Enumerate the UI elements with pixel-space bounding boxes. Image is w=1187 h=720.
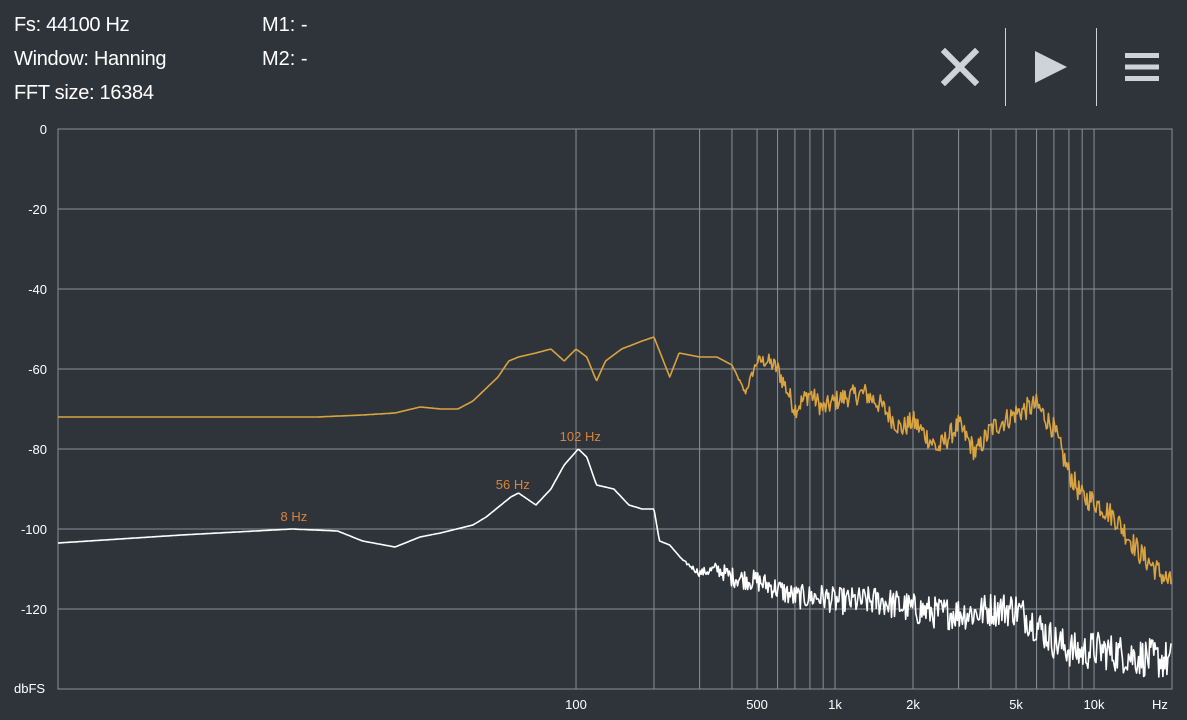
y-tick-label: 0 <box>40 122 47 137</box>
spectrum-series-1-line <box>58 336 1172 585</box>
y-tick-label: -60 <box>28 362 47 377</box>
peak-label: 102 Hz <box>560 429 601 444</box>
y-tick-label: -100 <box>21 522 47 537</box>
y-axis-labels: 0 -20 -40 -60 -80 -100 -120 <box>21 122 47 617</box>
window-type-text: Window: Hanning <box>14 48 167 70</box>
hamburger-menu-icon <box>1125 53 1159 81</box>
play-icon <box>1035 51 1067 83</box>
spectrum-series-2-line <box>57 448 1172 678</box>
spectrum-series <box>57 336 1172 678</box>
peak-label: 56 Hz <box>496 477 530 492</box>
toolbar-divider <box>1005 28 1006 106</box>
peak-label: 8 Hz <box>281 509 308 524</box>
y-tick-label: -120 <box>21 602 47 617</box>
y-tick-label: -40 <box>28 282 47 297</box>
sample-rate-text: Fs: 44100 Hz <box>14 14 130 36</box>
x-tick-label: 1k <box>828 697 842 712</box>
close-x-icon <box>940 47 980 87</box>
info-panel: Fs: 44100 Hz Window: Hanning FFT size: 1… <box>14 8 167 110</box>
y-axis-unit-label: dbFS <box>14 681 45 696</box>
peak-labels: 8 Hz 56 Hz 102 Hz <box>281 429 601 524</box>
toolbar <box>915 28 1187 106</box>
toolbar-divider <box>1096 28 1097 106</box>
close-button[interactable] <box>915 28 1005 106</box>
marker-2-text: M2: - <box>262 48 308 70</box>
fft-size-text: FFT size: 16384 <box>14 82 154 104</box>
x-tick-label: 2k <box>906 697 920 712</box>
x-tick-label: 5k <box>1009 697 1023 712</box>
x-axis-labels: 100 500 1k 2k 5k 10k <box>565 697 1105 712</box>
y-tick-label: -80 <box>28 442 47 457</box>
x-tick-label: 500 <box>746 697 768 712</box>
menu-button[interactable] <box>1097 28 1187 106</box>
marker-1-text: M1: - <box>262 14 308 36</box>
x-axis-unit-label: Hz <box>1152 697 1168 712</box>
play-button[interactable] <box>1006 28 1096 106</box>
x-tick-label: 10k <box>1084 697 1105 712</box>
x-tick-label: 100 <box>565 697 587 712</box>
markers-panel: M1: - M2: - <box>262 8 308 76</box>
y-tick-label: -20 <box>28 202 47 217</box>
